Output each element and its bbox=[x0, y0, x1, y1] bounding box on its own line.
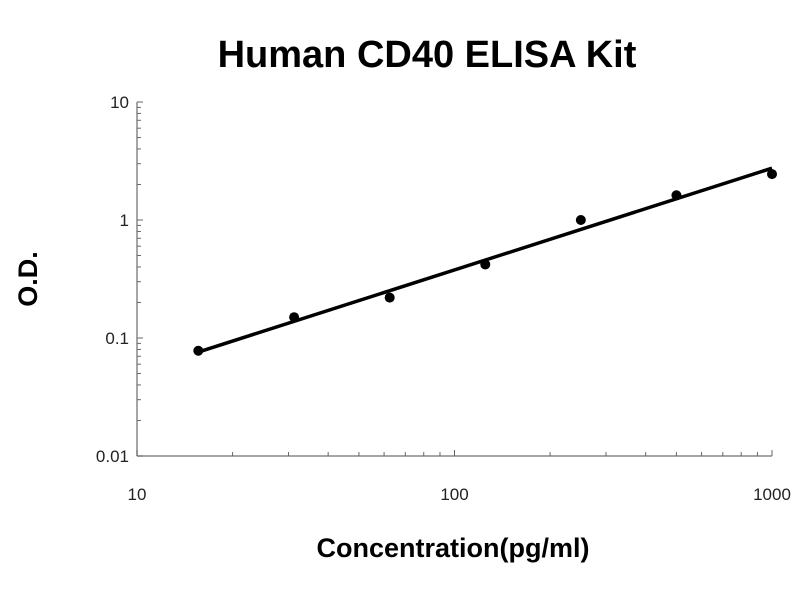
y-tick-label: 1 bbox=[120, 211, 129, 230]
y-tick-label: 10 bbox=[110, 93, 129, 112]
data-point bbox=[671, 190, 682, 201]
chart-title: Human CD40 ELISA Kit bbox=[218, 34, 637, 76]
y-tick-label: 0.01 bbox=[96, 447, 129, 466]
data-point bbox=[480, 259, 491, 270]
data-point bbox=[575, 215, 586, 225]
y-tick-label: 0.1 bbox=[105, 329, 129, 348]
x-tick-label: 10 bbox=[128, 485, 147, 504]
data-point bbox=[384, 292, 395, 303]
x-tick-label: 100 bbox=[440, 485, 468, 504]
y-axis-label: O.D. bbox=[13, 251, 43, 307]
data-point bbox=[193, 345, 204, 356]
x-axis-label: Concentration(pg/ml) bbox=[317, 533, 590, 563]
data-point bbox=[289, 312, 300, 323]
x-tick-label: 1000 bbox=[753, 485, 791, 504]
data-point bbox=[767, 169, 777, 180]
